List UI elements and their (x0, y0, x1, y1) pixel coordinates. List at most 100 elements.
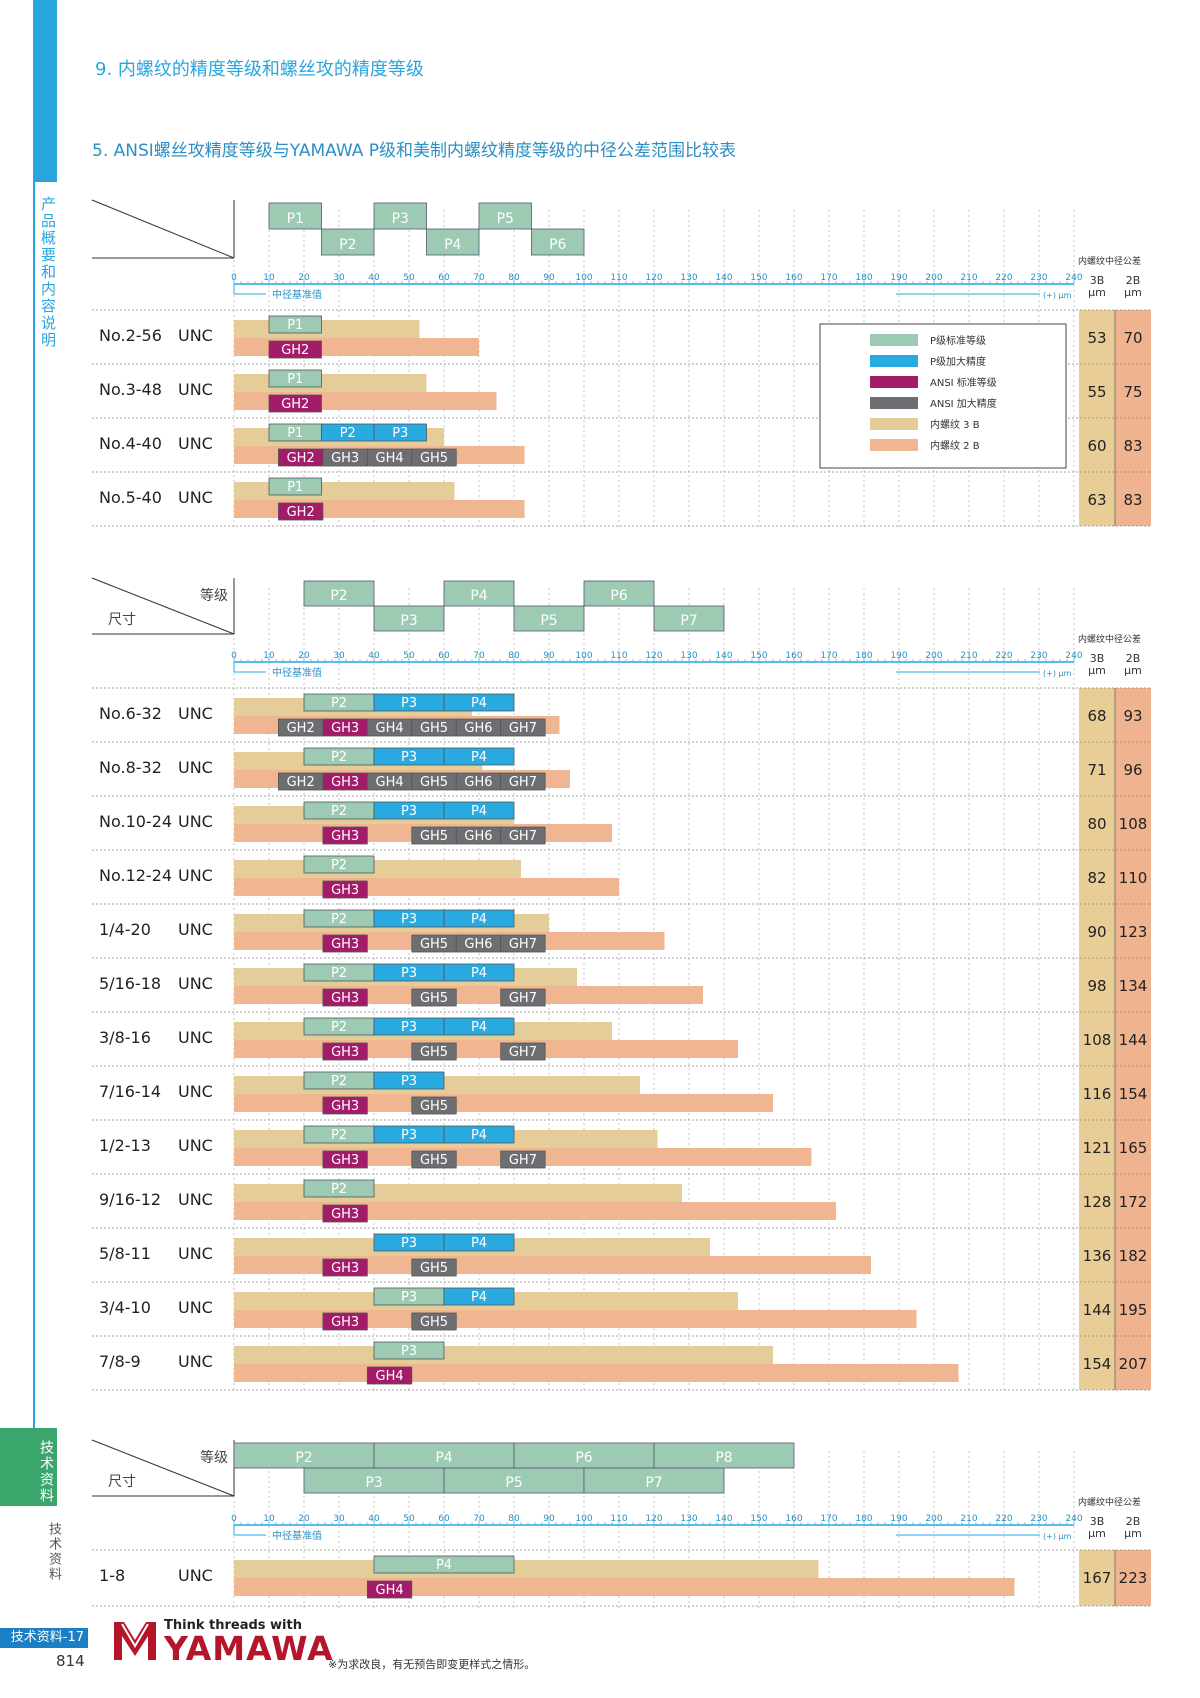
p-chip-p3-label: P3 (401, 1020, 417, 1035)
p-chip-p4 (443, 909, 515, 928)
footer-note: ※为求改良，有无预告即变更样式之情形。 (328, 1658, 536, 1671)
gh-chip-gh7 (500, 934, 546, 953)
col-3b-band (1079, 688, 1115, 1390)
row-size-label: No.12-24 (99, 866, 172, 885)
footer-page-tag: 技术资料-17 (0, 1628, 88, 1648)
gh-chip-gh2-label: GH2 (287, 505, 315, 520)
footer-brand: YAMAWA (164, 1629, 334, 1668)
bar-2b (234, 1094, 773, 1112)
legend-swatch (870, 397, 918, 409)
p-chip-p4-label: P4 (471, 912, 487, 927)
row-thread-label: UNC (178, 1566, 213, 1585)
legend-swatch (870, 334, 918, 346)
bar-3b (234, 1346, 773, 1364)
row-tol-2b: 83 (1123, 491, 1142, 509)
legend-label: 内螺纹 3 B (930, 418, 980, 431)
p-class-label: P7 (680, 613, 697, 629)
p-chip-p2-label: P2 (331, 1020, 347, 1035)
side-accent-bar (33, 0, 57, 182)
legend-label: ANSI 加大精度 (930, 397, 997, 410)
gh-chip-gh4-label: GH4 (376, 775, 404, 790)
p-class-p4: P4 (373, 1442, 515, 1469)
gh-chip-gh7 (500, 1042, 546, 1061)
p-class-box (321, 228, 375, 256)
p-class-box (233, 1442, 375, 1469)
gh-chip-gh2-label: GH2 (287, 721, 315, 736)
p-class-p3: P3 (373, 202, 427, 230)
gh-chip-gh4-label: GH4 (376, 1583, 404, 1598)
p-class-label: P3 (400, 613, 417, 629)
gh-chip-gh5 (411, 1096, 457, 1115)
p-chip-p4-label: P4 (471, 696, 487, 711)
gh-chip-gh2 (278, 502, 324, 521)
p-chip-p3-label: P3 (392, 426, 408, 441)
p-class-box (373, 605, 445, 632)
side-tab-label: 技术资料 (38, 1440, 54, 1504)
row-tol-3b: 55 (1087, 383, 1106, 401)
gh-chip-gh7 (500, 718, 546, 737)
row-size-label: 5/8-11 (99, 1244, 151, 1263)
gh-chip-gh5 (411, 988, 457, 1007)
p-chip-p3-label: P3 (401, 1128, 417, 1143)
p-class-p5: P5 (478, 202, 532, 230)
row-size-label: 7/16-14 (99, 1082, 161, 1101)
p-chip-p3-label: P3 (401, 966, 417, 981)
row-size-label: 1/2-13 (99, 1136, 151, 1155)
row-size-label: 1-8 (99, 1566, 125, 1585)
row-tol-2b: 83 (1123, 437, 1142, 455)
p-chip-p1 (268, 477, 322, 496)
p-chip-p4 (443, 963, 515, 982)
row-thread-label: UNC (178, 704, 213, 723)
row-size-label: No.6-32 (99, 704, 162, 723)
footer-slogan: Think threads with (164, 1618, 302, 1633)
row-tol-3b: 71 (1087, 761, 1106, 779)
legend-label: 内螺纹 2 B (930, 439, 980, 452)
bar-2b (234, 986, 703, 1004)
side-tab-technical[interactable] (0, 1428, 57, 1506)
gh-chip-gh3 (322, 1042, 368, 1061)
side-label-technical: 技术资料 (46, 1522, 61, 1582)
row-tol-2b: 134 (1119, 977, 1148, 995)
p-class-p8: P8 (653, 1442, 795, 1469)
p-class-label: P5 (505, 1475, 522, 1491)
p-chip-p3-label: P3 (401, 1290, 417, 1305)
col-3b-unit: μm (1088, 1527, 1106, 1540)
gh-chip-gh3-label: GH3 (331, 1045, 359, 1060)
bar-3b (234, 860, 521, 878)
p-class-p4: P4 (443, 580, 515, 607)
p-chip-p4-label: P4 (471, 804, 487, 819)
p-chip-p3-label: P3 (401, 912, 417, 927)
p-chip-p1-label: P1 (287, 480, 303, 495)
gh-chip-gh3-label: GH3 (331, 991, 359, 1006)
p-class-label: P2 (295, 1450, 312, 1466)
gh-chip-gh3-label: GH3 (331, 1261, 359, 1276)
gh-chip-gh3-label: GH3 (331, 1315, 359, 1330)
p-class-p2: P2 (303, 580, 375, 607)
gh-chip-gh3 (322, 1150, 368, 1169)
p-class-label: P4 (444, 237, 461, 253)
p-class-p5: P5 (443, 1467, 585, 1494)
row-thread-label: UNC (178, 758, 213, 777)
row-tol-3b: 116 (1083, 1085, 1112, 1103)
gh-chip-gh7-label: GH7 (509, 937, 537, 952)
row-tol-3b: 53 (1087, 329, 1106, 347)
table-row (234, 1560, 1015, 1596)
axis-unit-label: (+) μm (1043, 669, 1072, 678)
row-size-label: No.5-40 (99, 488, 162, 507)
p-chip-p4 (443, 747, 515, 766)
row-tol-3b: 60 (1087, 437, 1106, 455)
row-tol-3b: 136 (1083, 1247, 1112, 1265)
p-chip-p3-label: P3 (401, 1236, 417, 1251)
gh-chip-gh3 (322, 1312, 368, 1331)
row-thread-label: UNC (178, 920, 213, 939)
col-2b-header: 2B (1126, 652, 1141, 665)
row-tol-2b: 110 (1119, 869, 1148, 887)
gh-chip-gh7-label: GH7 (509, 829, 537, 844)
p-chip-p3-label: P3 (401, 696, 417, 711)
tolerance-header: 内螺纹中径公差 (1078, 1496, 1141, 1508)
p-class-box (373, 1442, 515, 1469)
p-class-label: P8 (715, 1450, 732, 1466)
table-title: 5. ANSI螺丝攻精度等级与YAMAWA P级和美制内螺纹精度等级的中径公差范… (92, 141, 736, 161)
gh-chip-gh7 (500, 772, 546, 791)
p-class-box (513, 605, 585, 632)
